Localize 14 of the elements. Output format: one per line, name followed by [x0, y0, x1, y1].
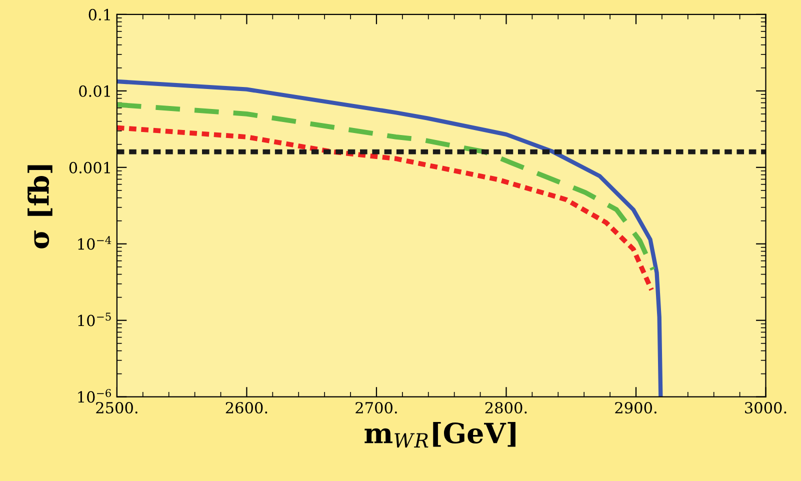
y-tick-label: 10$^{−4}$ — [78, 236, 112, 250]
y-tick-label: 0.001 — [69, 162, 110, 174]
y-axis-title: σ [fb] — [28, 165, 52, 248]
x-axis-title: m$_{WR}$[GeV] — [364, 422, 516, 448]
x-tick-label: 2700. — [356, 402, 397, 414]
y-tick-label: 0.1 — [88, 8, 110, 20]
x-tick-label: 3000. — [745, 402, 786, 414]
y-tick-label: 0.01 — [79, 85, 110, 97]
y-tick-label: 10$^{−6}$ — [78, 389, 112, 403]
x-tick-label: 2900. — [615, 402, 656, 414]
x-tick-label: 2600. — [226, 402, 268, 414]
x-tick-label: 2800. — [485, 402, 527, 414]
y-tick-label: 10$^{−5}$ — [78, 312, 111, 326]
x-tick-label: 2500. — [96, 402, 138, 414]
